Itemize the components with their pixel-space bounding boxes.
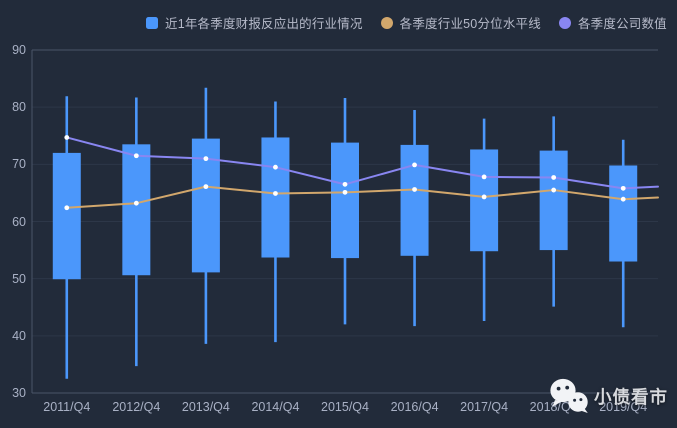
candle-body [470,149,499,252]
data-point-marker [64,205,70,211]
data-point-marker [133,200,139,206]
series-line [65,185,659,209]
data-point-marker [64,135,70,140]
data-point-marker [342,181,348,187]
y-tick-label: 90 [12,43,26,57]
candle-body [52,152,81,280]
watermark-text: 小债看市 [594,387,668,407]
candle-body [122,144,151,276]
data-point-marker [273,164,278,170]
company-series-marker-icon [558,16,571,29]
y-tick-label: 30 [12,386,26,400]
wechat-icon [550,378,588,413]
data-point-marker [203,156,209,162]
x-tick-label: 2019/Q4 [599,400,648,414]
y-tick-label: 50 [12,271,26,286]
x-tick-label: 2013/Q4 [181,400,230,414]
legend-item-percentile-line[interactable]: 各季度行业50分位水平线 [380,13,541,32]
data-point-marker [412,162,417,168]
y-tick-label: 70 [12,157,26,172]
series-line [65,136,659,190]
legend-label: 各季度行业50分位水平线 [399,17,541,31]
data-point-marker [551,187,557,193]
data-point-marker [481,174,487,180]
legend-label: 各季度公司数值 [577,17,667,31]
data-point-marker [551,175,557,180]
candle-body [261,137,290,258]
legend-label: 近1年各季度财报反应出的行业情况 [165,17,363,31]
x-tick-label: 2015/Q4 [321,400,369,414]
data-point-marker [273,191,278,196]
data-point-marker [133,153,139,159]
y-tick-label: 60 [12,214,26,229]
y-tick-label: 80 [12,100,26,115]
candlestick-series-marker-icon [146,16,158,29]
candle-body [539,150,568,251]
legend-item-company-line[interactable]: 各季度公司数值 [558,13,667,32]
candle-body [400,144,429,256]
data-point-marker [203,184,209,190]
candle-body [331,142,359,259]
x-tick-label: 2014/Q4 [251,400,300,414]
data-point-marker [481,194,487,200]
x-tick-label: 2018/Q4 [529,400,578,414]
x-tick-label: 2016/Q4 [390,400,439,414]
legend-item-industry-candles[interactable]: 近1年各季度财报反应出的行业情况 [146,13,363,32]
percentile-series-marker-icon [380,16,393,29]
x-tick-label: 2011/Q4 [43,400,91,414]
candle-body [609,165,638,262]
data-point-marker [620,196,626,202]
y-tick-label: 40 [12,328,26,343]
chart-legend: 近1年各季度财报反应出的行业情况 各季度行业50分位水平线 各季度公司数值 [146,13,667,32]
data-point-marker [412,187,417,192]
watermark: 小债看市 [548,377,668,416]
data-point-marker [620,185,626,191]
x-tick-label: 2017/Q4 [460,400,509,414]
x-tick-label: 2012/Q4 [112,400,161,414]
data-point-marker [342,189,348,195]
